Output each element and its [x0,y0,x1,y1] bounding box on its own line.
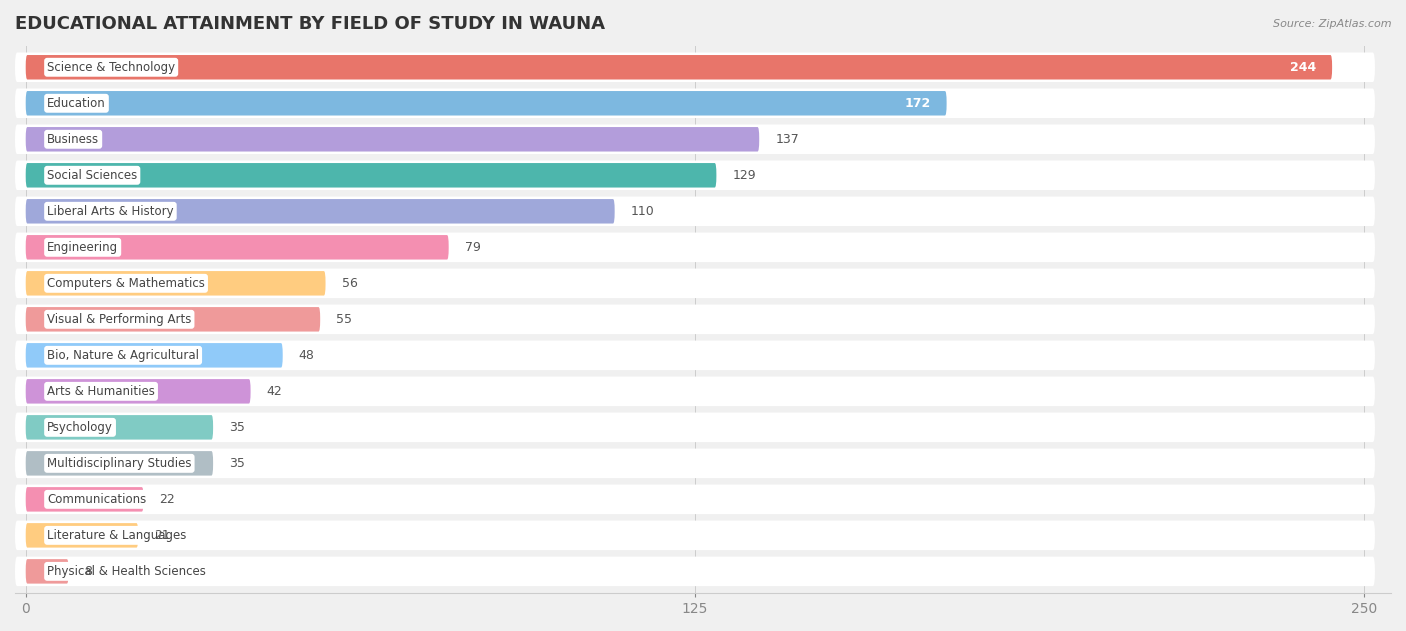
Text: 48: 48 [298,349,315,362]
FancyBboxPatch shape [25,415,214,440]
FancyBboxPatch shape [25,487,143,512]
FancyBboxPatch shape [15,341,1375,370]
Text: 172: 172 [904,97,931,110]
FancyBboxPatch shape [15,196,1375,226]
FancyBboxPatch shape [25,379,250,404]
FancyBboxPatch shape [25,307,321,331]
Text: Physical & Health Sciences: Physical & Health Sciences [48,565,207,578]
FancyBboxPatch shape [25,271,326,295]
FancyBboxPatch shape [15,377,1375,406]
Text: Computers & Mathematics: Computers & Mathematics [48,277,205,290]
FancyBboxPatch shape [25,91,946,115]
FancyBboxPatch shape [25,127,759,151]
FancyBboxPatch shape [15,557,1375,586]
Text: 55: 55 [336,313,353,326]
Text: 22: 22 [159,493,176,506]
Text: 244: 244 [1289,61,1316,74]
FancyBboxPatch shape [15,233,1375,262]
Text: Science & Technology: Science & Technology [48,61,176,74]
FancyBboxPatch shape [25,523,138,548]
FancyBboxPatch shape [15,52,1375,82]
FancyBboxPatch shape [25,163,717,187]
Text: 137: 137 [775,133,799,146]
FancyBboxPatch shape [15,485,1375,514]
FancyBboxPatch shape [15,305,1375,334]
Text: 42: 42 [267,385,283,398]
FancyBboxPatch shape [15,124,1375,154]
Text: Literature & Languages: Literature & Languages [48,529,187,542]
Text: 79: 79 [465,241,481,254]
FancyBboxPatch shape [15,521,1375,550]
Text: 8: 8 [84,565,93,578]
FancyBboxPatch shape [25,343,283,368]
Text: Bio, Nature & Agricultural: Bio, Nature & Agricultural [48,349,200,362]
Text: Multidisciplinary Studies: Multidisciplinary Studies [48,457,191,470]
Text: Source: ZipAtlas.com: Source: ZipAtlas.com [1274,19,1392,29]
FancyBboxPatch shape [15,413,1375,442]
Text: Business: Business [48,133,100,146]
FancyBboxPatch shape [25,235,449,259]
FancyBboxPatch shape [25,559,69,584]
Text: 56: 56 [342,277,357,290]
Text: 129: 129 [733,168,756,182]
FancyBboxPatch shape [25,55,1331,80]
Text: Visual & Performing Arts: Visual & Performing Arts [48,313,191,326]
Text: EDUCATIONAL ATTAINMENT BY FIELD OF STUDY IN WAUNA: EDUCATIONAL ATTAINMENT BY FIELD OF STUDY… [15,15,605,33]
Text: Education: Education [48,97,105,110]
FancyBboxPatch shape [15,88,1375,118]
Text: Social Sciences: Social Sciences [48,168,138,182]
FancyBboxPatch shape [15,449,1375,478]
Text: Engineering: Engineering [48,241,118,254]
Text: Arts & Humanities: Arts & Humanities [48,385,155,398]
FancyBboxPatch shape [25,199,614,223]
Text: 35: 35 [229,421,245,434]
FancyBboxPatch shape [15,160,1375,190]
Text: 110: 110 [631,205,654,218]
Text: Communications: Communications [48,493,146,506]
FancyBboxPatch shape [15,269,1375,298]
Text: Liberal Arts & History: Liberal Arts & History [48,205,174,218]
Text: Psychology: Psychology [48,421,112,434]
Text: 21: 21 [155,529,170,542]
Text: 35: 35 [229,457,245,470]
FancyBboxPatch shape [25,451,214,476]
